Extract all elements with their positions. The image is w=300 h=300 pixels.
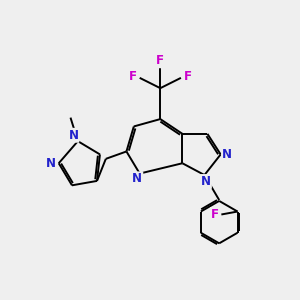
Text: N: N [68, 129, 78, 142]
Text: F: F [183, 70, 191, 83]
Text: F: F [211, 208, 219, 221]
Text: N: N [46, 157, 56, 170]
Text: N: N [222, 148, 232, 161]
Text: N: N [132, 172, 142, 185]
Text: F: F [129, 70, 137, 83]
Text: N: N [201, 175, 211, 188]
Text: F: F [156, 54, 164, 67]
